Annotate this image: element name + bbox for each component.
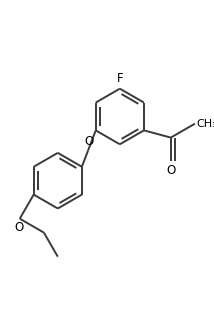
Text: O: O <box>85 135 94 148</box>
Text: O: O <box>14 221 23 234</box>
Text: O: O <box>166 164 175 177</box>
Text: CH₃: CH₃ <box>197 119 214 129</box>
Text: F: F <box>117 72 123 85</box>
